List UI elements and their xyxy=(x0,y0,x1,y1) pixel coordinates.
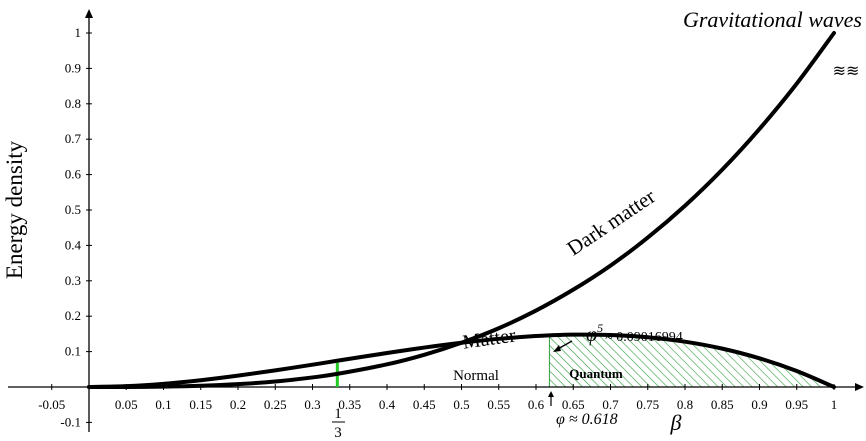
normal-label: Normal xyxy=(453,368,499,384)
x-axis-label: β xyxy=(670,410,682,435)
x-tick-label: 0.1 xyxy=(155,397,171,412)
gravitational-waves-label: Gravitational waves xyxy=(683,7,862,32)
dark-matter-label: Dark matter xyxy=(563,184,660,260)
x-tick-label: 0.2 xyxy=(230,397,246,412)
y-tick-label: 0.1 xyxy=(65,344,81,359)
x-tick-label: 0.3 xyxy=(304,397,320,412)
x-tick-label: 0.4 xyxy=(379,397,396,412)
x-tick-label: 0.85 xyxy=(711,397,734,412)
x-tick-label: 0.45 xyxy=(413,397,436,412)
one-third-denominator: 3 xyxy=(334,425,342,441)
y-tick-label: 0.2 xyxy=(65,308,81,323)
x-tick-label: 0.75 xyxy=(636,397,659,412)
phi-label: φ ≈ 0.618 xyxy=(556,411,618,428)
y-axis-label: Energy density xyxy=(2,140,27,279)
series-matter-line xyxy=(87,332,836,389)
phi5-prefix: φ xyxy=(586,324,597,346)
x-tick-label: 0.55 xyxy=(487,397,510,412)
phi5-exponent: 5 xyxy=(597,321,603,335)
phi5-arrow-head xyxy=(553,345,561,352)
one-third-numerator: 1 xyxy=(334,406,342,422)
y-tick-label: 0.7 xyxy=(65,131,82,146)
y-tick-label: 0.5 xyxy=(65,202,81,217)
x-tick-label: 0.7 xyxy=(602,397,619,412)
y-tick-label: 1 xyxy=(75,25,82,40)
y-tick-label: 0.8 xyxy=(65,96,81,111)
x-tick-label: 0.15 xyxy=(189,397,212,412)
x-tick-label: 0.6 xyxy=(528,397,545,412)
x-tick-label: -0.05 xyxy=(38,397,65,412)
x-tick-label: 0.9 xyxy=(751,397,767,412)
x-axis-arrow xyxy=(855,383,864,391)
y-tick-label: -0.1 xyxy=(60,414,81,429)
y-tick-label: 0.4 xyxy=(65,237,82,252)
phi5-label: φ5≈ 0.09016994 xyxy=(586,321,683,346)
matter-label: Matter xyxy=(461,324,517,353)
x-ticks: -0.05 0.05 0.1 0.15 0.2 0.25 0.3 0.35 0.4 0.45 0.5… xyxy=(38,384,837,412)
x-tick-label: 0.25 xyxy=(264,397,287,412)
wave-symbols: ≋≋ xyxy=(833,63,860,80)
x-tick-label: 0.5 xyxy=(453,397,469,412)
y-tick-label: 0.9 xyxy=(65,60,81,75)
x-tick-label: 0.65 xyxy=(562,397,585,412)
x-tick-label: 0.95 xyxy=(785,397,808,412)
y-ticks: -0.1 0.1 0.2 0.3 0.4 0.5 0.6 0.7 0.8 0.9 1 xyxy=(60,25,92,429)
x-tick-label: 0.35 xyxy=(338,397,361,412)
y-tick-label: 0.3 xyxy=(65,273,81,288)
x-tick-label: 0.8 xyxy=(677,397,693,412)
phi-arrow-head xyxy=(548,391,554,397)
y-tick-label: 0.6 xyxy=(65,167,82,182)
phi5-value: ≈ 0.09016994 xyxy=(605,330,683,345)
quantum-label: Quantum xyxy=(569,366,623,381)
y-axis-arrow xyxy=(85,9,93,18)
x-tick-label: 0.05 xyxy=(115,397,138,412)
x-tick-label: 1 xyxy=(831,397,838,412)
